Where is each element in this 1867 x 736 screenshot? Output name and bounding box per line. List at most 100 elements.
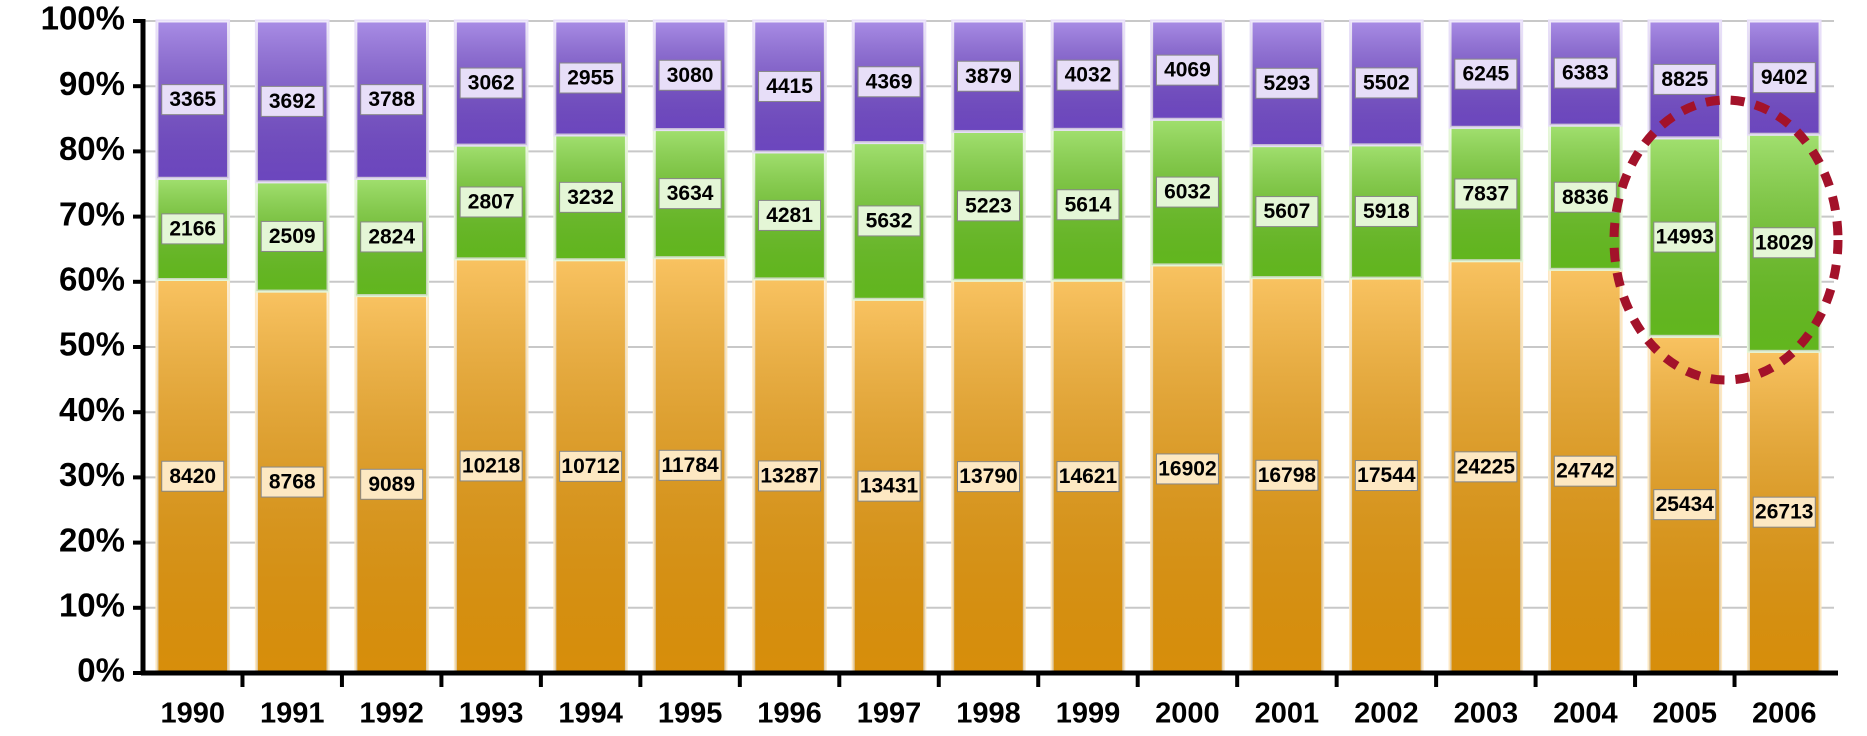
value-label: 17544	[1357, 464, 1416, 487]
x-tick-label: 2005	[1653, 698, 1718, 730]
value-label-box	[1354, 460, 1418, 492]
value-label: 5632	[866, 209, 913, 232]
y-tick-label: 70%	[59, 195, 125, 232]
value-label: 8836	[1562, 186, 1609, 209]
x-tick-label: 2006	[1752, 698, 1817, 730]
value-label: 3879	[965, 65, 1012, 88]
value-label-box	[161, 460, 225, 492]
value-label: 4415	[766, 75, 813, 98]
value-label: 16902	[1158, 457, 1216, 480]
value-label-box	[1255, 459, 1319, 491]
value-label-box	[957, 461, 1020, 493]
y-tick-label: 40%	[59, 391, 125, 428]
value-label-box	[1255, 67, 1319, 99]
value-label-box	[559, 450, 623, 482]
y-tick-label: 10%	[59, 587, 125, 624]
x-tick-label: 1993	[459, 698, 524, 730]
x-tick-label: 2002	[1354, 698, 1419, 730]
x-tick-label: 1990	[160, 698, 225, 730]
value-label: 3080	[667, 64, 714, 87]
x-tick-label: 1999	[1056, 698, 1121, 730]
x-tick-label: 2004	[1553, 698, 1618, 730]
value-label: 2807	[468, 191, 515, 214]
value-label-box	[1553, 455, 1617, 487]
value-label-box	[658, 178, 722, 210]
labels: 8420 2166 3365 8768 2509 3692 9089 2824 3788 1021…	[161, 54, 1816, 528]
value-label-box	[459, 186, 523, 218]
value-label-box	[1553, 181, 1617, 213]
value-label: 10712	[561, 455, 619, 478]
value-label-box	[1354, 195, 1418, 227]
value-label: 25434	[1656, 493, 1715, 516]
value-label: 18029	[1755, 231, 1813, 254]
axes: 0% 10% 20% 30% 40% 50% 60% 70% 80% 90% 100% 1990 199…	[41, 0, 1838, 730]
value-label-box	[857, 470, 921, 502]
y-tick-label: 0%	[77, 652, 125, 689]
value-label: 3634	[667, 182, 714, 205]
value-label: 14621	[1059, 465, 1118, 488]
value-label: 6383	[1562, 62, 1609, 85]
value-label-box	[857, 205, 921, 237]
value-label: 26713	[1755, 501, 1813, 524]
value-label-box	[1056, 461, 1120, 493]
value-label: 8825	[1661, 68, 1708, 91]
value-label-box	[360, 84, 424, 116]
value-label: 16798	[1258, 464, 1317, 487]
value-label-box	[857, 66, 921, 98]
value-label-box	[1354, 67, 1418, 99]
bars	[155, 19, 1822, 675]
value-label: 3788	[368, 88, 415, 111]
y-tick-label: 100%	[41, 0, 125, 37]
value-label-box	[758, 460, 822, 492]
value-label-box	[1752, 227, 1816, 259]
value-label-box	[1752, 62, 1816, 94]
value-label: 3062	[468, 72, 515, 95]
value-label-box	[1653, 221, 1717, 253]
value-label: 3365	[169, 88, 216, 111]
value-label-box	[957, 60, 1020, 92]
y-tick-label: 20%	[59, 521, 125, 558]
value-label-box	[1454, 451, 1518, 483]
value-label: 2824	[368, 225, 415, 248]
value-label-box	[1056, 59, 1120, 91]
value-label: 13431	[860, 475, 919, 498]
y-tick-label: 80%	[59, 130, 125, 167]
value-label-box	[957, 190, 1020, 222]
value-label-box	[1553, 57, 1617, 89]
value-label-box	[1155, 453, 1219, 485]
value-label-box	[459, 450, 523, 482]
x-tick-label: 1997	[857, 698, 922, 730]
x-tick-label: 1998	[956, 698, 1021, 730]
value-label: 6245	[1462, 63, 1509, 86]
value-label: 11784	[661, 454, 719, 477]
value-label-box	[1653, 63, 1717, 95]
x-tick-label: 1996	[757, 698, 822, 730]
value-label: 4069	[1164, 59, 1211, 82]
x-tick-label: 1995	[658, 698, 723, 730]
value-label: 5918	[1363, 200, 1410, 223]
value-label: 3692	[269, 90, 316, 113]
value-label: 2509	[269, 225, 316, 248]
value-label-box	[1056, 189, 1120, 221]
value-label-box	[758, 199, 822, 231]
value-label: 8768	[269, 471, 316, 494]
value-label-box	[1752, 496, 1816, 528]
value-label: 5614	[1065, 193, 1112, 216]
value-label-box	[1454, 58, 1518, 90]
value-label: 2166	[169, 217, 216, 240]
value-label-box	[658, 449, 722, 481]
value-label: 5223	[965, 194, 1012, 217]
value-label-box	[260, 85, 324, 117]
value-label: 14993	[1656, 226, 1714, 249]
y-tick-label: 60%	[59, 261, 125, 298]
x-tick-label: 1991	[260, 698, 325, 730]
value-label: 4369	[866, 70, 913, 93]
value-label-box	[459, 67, 523, 99]
value-label: 8420	[169, 465, 216, 488]
value-label-box	[559, 62, 623, 94]
value-label-box	[161, 213, 225, 245]
value-label: 24225	[1457, 455, 1516, 478]
value-label-box	[360, 468, 424, 500]
value-label: 10218	[462, 454, 521, 477]
